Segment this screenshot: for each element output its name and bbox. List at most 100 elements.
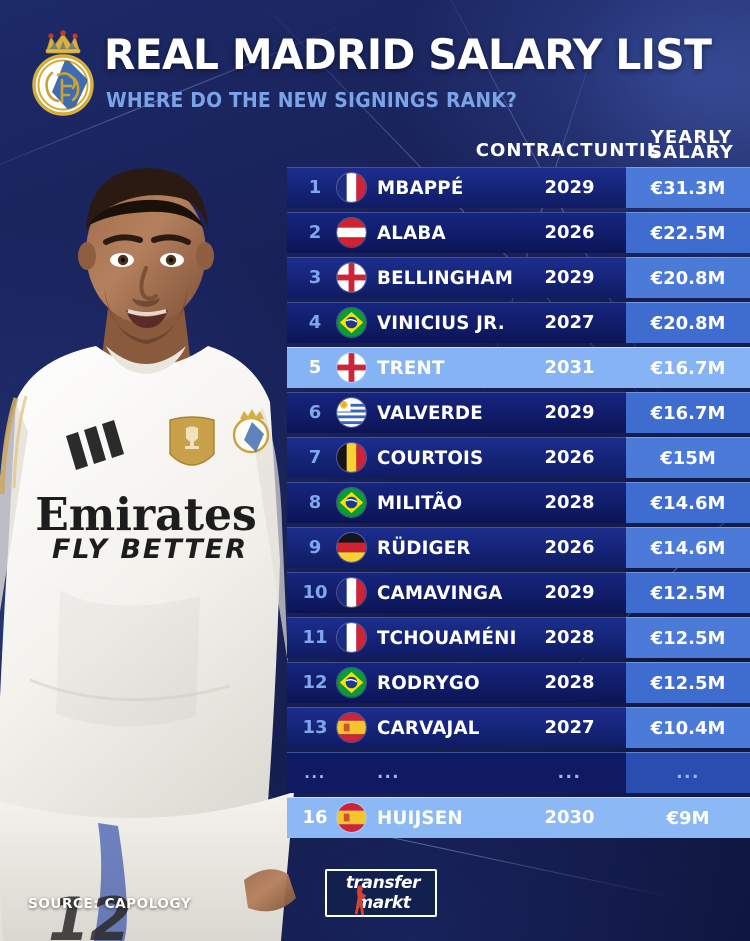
table-row[interactable]: 16 HUIJSEN 2030 €9M — [287, 797, 750, 838]
table-row[interactable]: 2 ALABA 2026 €22.5M — [287, 212, 750, 253]
contract-until-cell: 2030 — [544, 807, 595, 828]
table-row[interactable]: 5 TRENT 2031 €16.7M — [287, 347, 750, 388]
table-row[interactable]: 6 VALVERDE 2029 €16.7M — [287, 392, 750, 433]
player-name-cell: MBAPPÉ — [377, 176, 464, 199]
brazil-flag — [337, 308, 366, 337]
salary-cell: €12.5M — [626, 617, 750, 658]
salary-value: €22.5M — [650, 222, 726, 244]
salary-value: €14.6M — [650, 492, 726, 514]
page-subtitle: WHERE DO THE NEW SIGNINGS RANK? — [106, 88, 518, 112]
salary-cell: €16.7M — [626, 392, 750, 433]
salary-cell: €20.8M — [626, 257, 750, 298]
contract-until-cell: 2028 — [544, 672, 595, 693]
contract-until-cell: ... — [557, 762, 582, 783]
table-row[interactable]: 3 BELLINGHAM 2029 €20.8M — [287, 257, 750, 298]
contract-until-cell: 2027 — [544, 312, 595, 333]
player-name-cell: HUIJSEN — [377, 806, 463, 829]
contract-until-cell: 2026 — [544, 222, 595, 243]
salary-value: €10.4M — [650, 717, 726, 739]
row-background — [287, 482, 626, 523]
transfermarkt-logo: transfer markt — [325, 869, 437, 917]
table-row[interactable]: 7 COURTOIS 2026 €15M — [287, 437, 750, 478]
salary-cell: €20.8M — [626, 302, 750, 343]
table-row[interactable]: 4 VINICIUS JR. 2027 €20.8M — [287, 302, 750, 343]
column-header-contract-line2: UNTIL — [593, 140, 660, 161]
rank-cell: 9 — [308, 537, 322, 558]
rank-cell: 10 — [302, 582, 328, 603]
table-row[interactable]: ............ — [287, 752, 750, 793]
salary-cell: €14.6M — [626, 482, 750, 523]
salary-value: €20.8M — [650, 267, 726, 289]
table-row[interactable]: 1 MBAPPÉ 2029 €31.3M — [287, 167, 750, 208]
table-row[interactable]: 10 CAMAVINGA 2029 €12.5M — [287, 572, 750, 613]
rank-cell: 7 — [308, 447, 322, 468]
player-name-cell: TRENT — [377, 356, 445, 379]
page-title: REAL MADRID SALARY LIST — [104, 30, 712, 79]
contract-until-cell: 2029 — [544, 582, 595, 603]
contract-until-cell: 2031 — [544, 357, 595, 378]
table-row[interactable]: 11 TCHOUAMÉNI 2028 €12.5M — [287, 617, 750, 658]
rank-cell: 6 — [308, 402, 322, 423]
transfermarkt-logo-line1: transfer — [345, 873, 421, 893]
england-flag — [337, 353, 366, 382]
salary-table: 1 MBAPPÉ 2029 €31.3M 2 ALABA 2026 €22.5M 3 BELLIN… — [287, 167, 750, 842]
column-header-salary-line1: YEARLY — [650, 127, 733, 148]
salary-value: €20.8M — [650, 312, 726, 334]
contract-until-cell: 2029 — [544, 267, 595, 288]
table-row[interactable]: 8 MILITÃO 2028 €14.6M — [287, 482, 750, 523]
france-flag — [337, 173, 366, 202]
svg-text:Emirates: Emirates — [35, 487, 257, 541]
salary-cell: €16.7M — [626, 347, 750, 388]
contract-until-cell: 2026 — [544, 447, 595, 468]
player-name-cell: COURTOIS — [377, 446, 484, 469]
source-label: SOURCE: CAPOLOGY — [28, 896, 192, 912]
svg-text:12: 12 — [48, 885, 132, 941]
salary-value: €12.5M — [650, 627, 726, 649]
row-background — [287, 752, 626, 793]
salary-value: €9M — [666, 807, 710, 829]
player-name-cell: TCHOUAMÉNI — [377, 626, 517, 649]
column-header-salary-line2: SALARY — [649, 142, 734, 163]
contract-until-cell: 2029 — [544, 177, 595, 198]
salary-value: €12.5M — [650, 672, 726, 694]
rank-cell: 3 — [308, 267, 322, 288]
player-name-cell: RÜDIGER — [377, 536, 471, 559]
belgium-flag — [337, 443, 366, 472]
salary-value: €16.7M — [650, 402, 726, 424]
rank-cell: 11 — [302, 627, 328, 648]
table-row[interactable]: 9 RÜDIGER 2026 €14.6M — [287, 527, 750, 568]
real-madrid-crest — [24, 28, 102, 120]
france-flag — [337, 578, 366, 607]
rank-cell: 4 — [308, 312, 322, 333]
player-name-cell: CAMAVINGA — [377, 581, 503, 604]
rank-cell: 12 — [302, 672, 328, 693]
transfermarkt-logo-line2: markt — [355, 893, 411, 913]
england-flag — [337, 263, 366, 292]
brazil-flag — [337, 668, 366, 697]
rank-cell: 1 — [308, 177, 322, 198]
player-name-cell: BELLINGHAM — [377, 266, 514, 289]
table-row[interactable]: 12 RODRYGO 2028 €12.5M — [287, 662, 750, 703]
player-photo: Emirates FLY BETTER 12 — [0, 120, 300, 941]
brazil-flag — [337, 488, 366, 517]
spain-flag — [337, 803, 366, 832]
contract-until-cell: 2026 — [544, 537, 595, 558]
rank-cell: 16 — [302, 807, 328, 828]
player-name-cell: MILITÃO — [377, 491, 463, 514]
transfermarkt-figure-icon — [354, 885, 367, 915]
salary-value: €12.5M — [650, 582, 726, 604]
rank-cell: ... — [304, 763, 326, 782]
germany-flag — [337, 533, 366, 562]
table-row[interactable]: 13 CARVAJAL 2027 €10.4M — [287, 707, 750, 748]
player-name-cell: ALABA — [377, 221, 446, 244]
salary-cell: €22.5M — [626, 212, 750, 253]
salary-cell: ... — [626, 752, 750, 793]
salary-cell: €10.4M — [626, 707, 750, 748]
salary-value: €16.7M — [650, 357, 726, 379]
column-header-contract-line1: CONTRACT — [475, 140, 594, 161]
salary-value: €15M — [660, 447, 716, 469]
contract-until-cell: 2028 — [544, 627, 595, 648]
salary-cell: €12.5M — [626, 662, 750, 703]
salary-value: ... — [676, 763, 700, 783]
